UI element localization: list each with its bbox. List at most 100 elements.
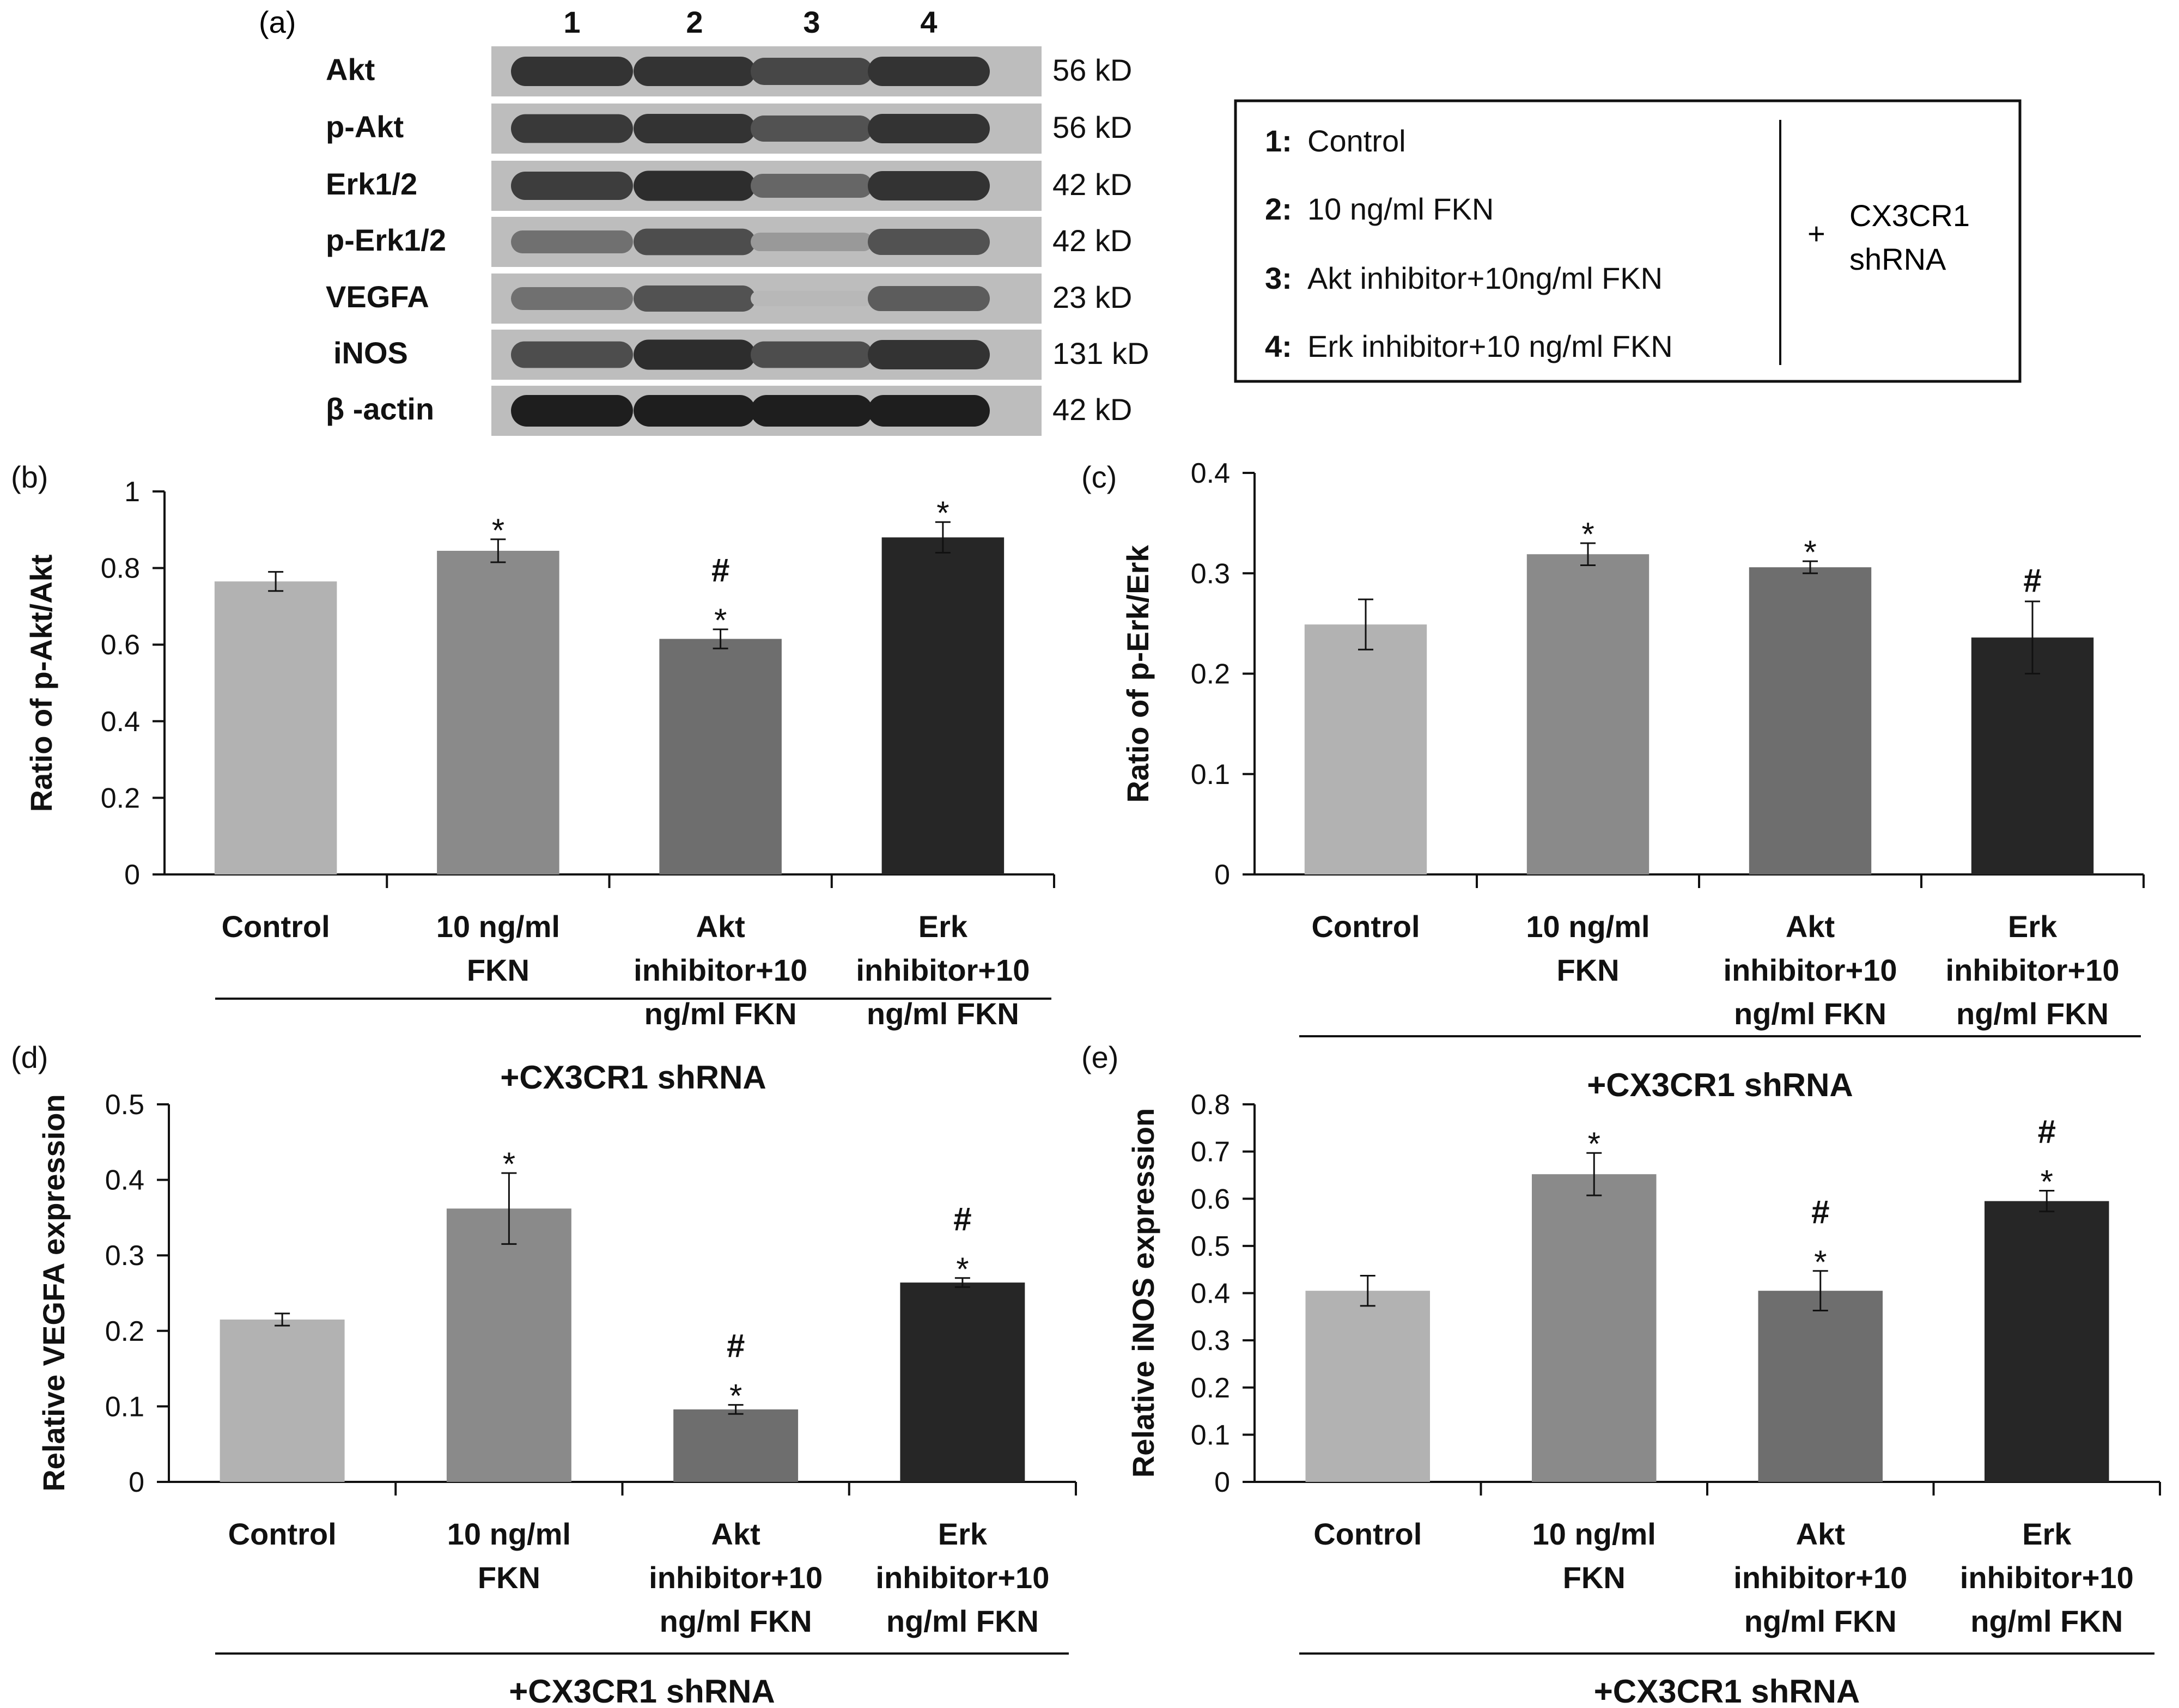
category-label: Erk	[938, 1517, 988, 1551]
legend-item-number: 3:	[1265, 261, 1292, 295]
chart-e-inos-expression: (e) 0 0.1 0.2 0.3 0.4 0.5 0.6 0.7 0.8 Relative iNO…	[1081, 1040, 2161, 1708]
blot-row: Erk1/2 42 kD	[326, 161, 1132, 211]
y-tick-label: 0.3	[1191, 558, 1230, 589]
bar	[1758, 1291, 1883, 1482]
legend-item-text: 10 ng/ml FKN	[1307, 192, 1494, 226]
blot-band	[751, 395, 873, 427]
category-label: 10 ng/ml	[447, 1517, 571, 1551]
category-label: Erk	[2022, 1517, 2072, 1551]
significance-marker: #	[1811, 1194, 1829, 1230]
category-label: Erk	[918, 909, 968, 944]
blot-size-label: 23 kD	[1052, 280, 1132, 314]
category-label: inhibitor+10	[1733, 1560, 1907, 1595]
y-tick-label: 0.1	[1191, 759, 1230, 791]
lane-number: 1	[563, 5, 580, 39]
category-label: inhibitor+10	[875, 1560, 1049, 1595]
bar	[437, 550, 559, 874]
category-label: inhibitor+10	[1960, 1560, 2134, 1595]
y-tick-label: 1	[124, 476, 140, 508]
blot-row: p-Akt 56 kD	[326, 104, 1132, 154]
blot-band	[634, 228, 756, 256]
legend-item: 1: Control	[1265, 124, 1406, 158]
y-tick-label: 0.8	[101, 553, 140, 585]
category-label: 10 ng/ml	[1526, 909, 1650, 944]
y-tick-label: 0.1	[105, 1391, 144, 1423]
blot-size-label: 42 kD	[1052, 167, 1132, 202]
blot-size-label: 56 kD	[1052, 53, 1132, 87]
category-label: Akt	[1786, 909, 1835, 944]
y-axis-label: Ratio of p-Akt/Akt	[24, 555, 58, 812]
blot-band	[868, 171, 990, 200]
y-tick-label: 0	[1214, 859, 1230, 891]
x-axis-label: +CX3CR1 shRNA	[509, 1673, 775, 1708]
y-tick-label: 0	[129, 1467, 144, 1498]
blot-band	[511, 230, 633, 253]
blot-size-label: 42 kD	[1052, 223, 1132, 258]
legend-item: 3: Akt inhibitor+10ng/ml FKN	[1265, 261, 1663, 295]
blot-band	[751, 233, 873, 251]
blot-row: VEGFA 23 kD	[326, 273, 1132, 324]
y-axis-label: Ratio of p-Erk/Erk	[1121, 545, 1155, 803]
significance-marker: *	[1814, 1244, 1827, 1280]
blot-band	[511, 287, 633, 310]
blot-row: p-Erk1/2 42 kD	[326, 217, 1132, 267]
y-tick-label: 0.4	[1191, 1278, 1230, 1310]
blot-row: Akt 56 kD	[326, 46, 1132, 96]
significance-marker: *	[1804, 534, 1816, 570]
category-label: Control	[222, 909, 330, 944]
blot-band	[511, 395, 633, 427]
blot-band	[634, 285, 756, 312]
bar	[659, 639, 782, 874]
y-axis-label: Relative VEGFA expression	[36, 1094, 71, 1491]
blot-protein-label: p-Erk1/2	[326, 223, 446, 257]
x-axis-label: +CX3CR1 shRNA	[1594, 1673, 1860, 1708]
category-label: Control	[228, 1517, 337, 1551]
panel-a-label: (a)	[259, 5, 296, 39]
bar	[900, 1282, 1025, 1482]
y-tick-label: 0.6	[101, 629, 140, 661]
category-label: Akt	[711, 1517, 760, 1551]
y-tick-label: 0.5	[1191, 1231, 1230, 1262]
bar	[1526, 554, 1650, 874]
category-label: FKN	[478, 1560, 540, 1595]
significance-marker: #	[953, 1201, 971, 1237]
legend-item-text: Control	[1307, 124, 1406, 158]
blot-band	[868, 340, 990, 369]
significance-marker: *	[492, 512, 504, 549]
y-tick-label: 0.4	[1191, 458, 1230, 489]
legend-plus: +	[1807, 216, 1825, 251]
category-label: ng/ml FKN	[1956, 996, 2109, 1031]
legend-item-text: Akt inhibitor+10ng/ml FKN	[1307, 261, 1663, 295]
blot-band	[511, 172, 633, 200]
chart-c-p-erk-ratio: (c) 0 0.1 0.2 0.3 0.4 Ratio of p-Erk/Erk Contro…	[1081, 458, 2145, 1103]
y-tick-label: 0.2	[1191, 659, 1230, 690]
bar	[1984, 1201, 2109, 1482]
bar	[446, 1208, 571, 1482]
legend-item-number: 2:	[1265, 192, 1292, 226]
legend-item-text: Erk inhibitor+10 ng/ml FKN	[1307, 329, 1673, 363]
y-tick-label: 0.2	[101, 782, 140, 814]
significance-marker: *	[1588, 1126, 1600, 1162]
bar	[1304, 624, 1427, 874]
category-label: ng/ml FKN	[660, 1604, 812, 1638]
lane-number: 2	[686, 5, 703, 39]
category-label: FKN	[1556, 953, 1619, 987]
blot-band	[511, 341, 633, 368]
blot-protein-label: Akt	[326, 52, 375, 87]
significance-marker: #	[2038, 1114, 2056, 1150]
blot-band	[868, 286, 990, 311]
lane-legend: 1: Control 2: 10 ng/ml FKN 3: Akt inhibitor+1…	[1234, 99, 2022, 383]
category-label: 10 ng/ml	[436, 909, 560, 944]
bar	[673, 1409, 799, 1482]
blot-size-label: 42 kD	[1052, 392, 1132, 427]
lane-number: 3	[803, 5, 820, 39]
panel-label: (e)	[1081, 1040, 1118, 1074]
significance-marker: *	[729, 1378, 742, 1414]
panel-label: (c)	[1081, 460, 1117, 494]
y-tick-label: 0	[124, 859, 140, 891]
blot-protein-label: iNOS	[333, 336, 408, 370]
y-tick-label: 0.3	[1191, 1325, 1230, 1357]
significance-marker: *	[936, 495, 949, 531]
